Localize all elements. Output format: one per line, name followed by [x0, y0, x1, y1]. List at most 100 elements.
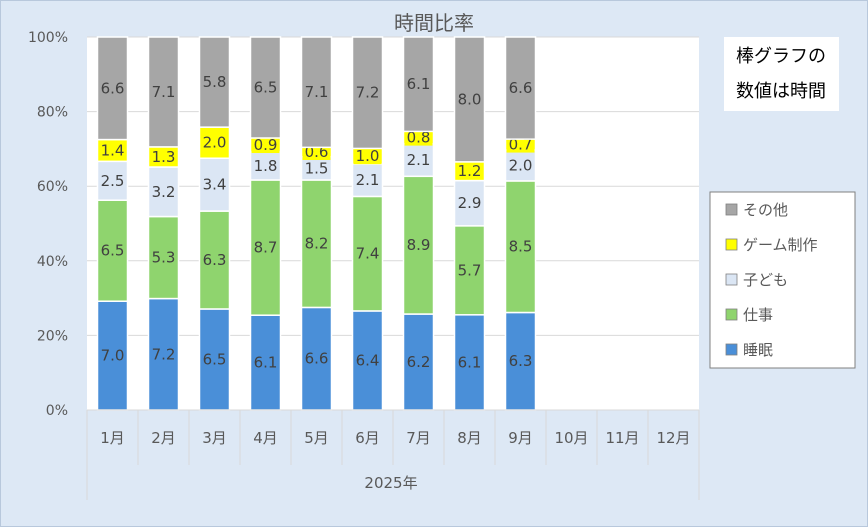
data-label: 1.4 [101, 141, 125, 159]
bar-segment [402, 175, 435, 315]
data-label: 6.5 [254, 79, 278, 97]
data-label: 1.8 [254, 157, 278, 175]
data-label: 5.3 [152, 249, 176, 267]
note-box: 棒グラフの 数値は時間 [724, 37, 839, 111]
bar-segment [198, 157, 231, 212]
y-tick-label: 80% [37, 105, 68, 121]
data-label: 6.1 [458, 353, 482, 371]
y-axis: 0% 20% 40% 60% 80% 100% [28, 30, 68, 419]
data-label: 7.1 [152, 83, 176, 101]
data-label: 3.4 [203, 176, 227, 194]
data-label: 8.0 [458, 90, 482, 108]
y-tick-label: 40% [37, 254, 68, 270]
note-line-1: 棒グラフの [736, 46, 826, 67]
data-label: 1.0 [356, 147, 380, 165]
data-label: 3.2 [152, 183, 176, 201]
bar-segment [147, 36, 180, 148]
y-tick-label: 20% [37, 328, 68, 344]
data-label: 0.7 [509, 136, 533, 154]
data-label: 6.4 [356, 351, 380, 369]
x-tick-label: 3月 [202, 429, 227, 447]
data-label: 7.4 [356, 245, 380, 263]
data-label: 1.3 [152, 148, 176, 166]
x-tick-label: 6月 [355, 429, 380, 447]
x-tick-label: 12月 [656, 429, 690, 447]
x-tick-label: 10月 [554, 429, 588, 447]
bar-series: 7.0 6.5 2.5 1.4 6.6 7.2 5.3 3.2 1.3 7.1 6.5 6.3 3.4 2… [96, 36, 537, 411]
chart-title: 時間比率 [394, 11, 474, 35]
x-tick-label: 8月 [457, 429, 482, 447]
data-label: 0.9 [254, 136, 278, 154]
x-tick-label: 11月 [605, 429, 639, 447]
data-label: 2.5 [101, 172, 125, 190]
legend-swatch [725, 203, 738, 216]
data-label: 1.5 [305, 159, 329, 177]
data-label: 6.1 [254, 354, 278, 372]
data-label-bg [98, 142, 127, 159]
data-label: 7.2 [152, 345, 176, 363]
data-label-bg [404, 129, 433, 146]
data-label-bg [506, 136, 535, 153]
bar-segment [249, 36, 282, 139]
bar-segment [453, 36, 486, 163]
data-label: 7.1 [305, 83, 329, 101]
bar-segment [453, 225, 486, 316]
data-label: 6.1 [407, 75, 431, 93]
data-label: 0.8 [407, 129, 431, 147]
legend-swatch [725, 238, 738, 251]
bar-segment [249, 151, 282, 181]
legend-swatch [725, 343, 738, 356]
data-label: 7.0 [101, 347, 125, 365]
x-tick-label: 5月 [304, 429, 329, 447]
x-tick-label: 2月 [151, 429, 176, 447]
data-label: 5.7 [458, 261, 482, 279]
gridlines [87, 36, 699, 411]
data-label-bg [353, 148, 382, 165]
bar-segment [147, 215, 180, 300]
y-tick-label: 0% [46, 403, 68, 419]
bar-segment [300, 179, 333, 309]
bar-segment [147, 166, 180, 218]
y-tick-label: 60% [37, 179, 68, 195]
data-label: 6.5 [101, 242, 125, 260]
data-label-bg [149, 148, 178, 165]
legend-swatch [725, 308, 738, 321]
y-tick-label: 100% [28, 30, 68, 46]
data-label-bg [200, 134, 229, 151]
x-tick-label: 7月 [406, 429, 431, 447]
bar-segment [300, 36, 333, 149]
bar-segment [249, 314, 282, 411]
bar-segment [402, 36, 435, 133]
data-label: 2.1 [407, 151, 431, 169]
plot-area [87, 37, 699, 410]
note-line-2: 数値は時間 [736, 81, 826, 102]
bar-segment [147, 297, 180, 411]
bar-segment [351, 36, 384, 150]
legend-swatch [725, 273, 738, 286]
data-label: 2.0 [509, 156, 533, 174]
x-tick-label: 4月 [253, 429, 278, 447]
legend-label: その他 [743, 201, 788, 219]
data-label: 7.2 [356, 84, 380, 102]
bar-segment [96, 160, 129, 201]
bar-segment [351, 195, 384, 312]
bar-segment [504, 180, 537, 314]
data-label-bg [455, 163, 484, 180]
data-label: 8.9 [407, 236, 431, 254]
legend-label: ゲーム制作 [743, 236, 818, 254]
data-label: 6.5 [203, 350, 227, 368]
bar-segment [96, 36, 129, 141]
legend-label: 子ども [743, 271, 788, 289]
x-tick-label: 1月 [100, 429, 125, 447]
data-label: 6.2 [407, 353, 431, 371]
data-label: 6.3 [203, 251, 227, 269]
data-label: 8.2 [305, 235, 329, 253]
legend-label: 睡眠 [743, 341, 773, 359]
data-label: 2.9 [458, 194, 482, 212]
data-label: 6.3 [509, 352, 533, 370]
bar-segment [504, 36, 537, 140]
data-label: 8.7 [254, 239, 278, 257]
bar-segment [453, 179, 486, 227]
